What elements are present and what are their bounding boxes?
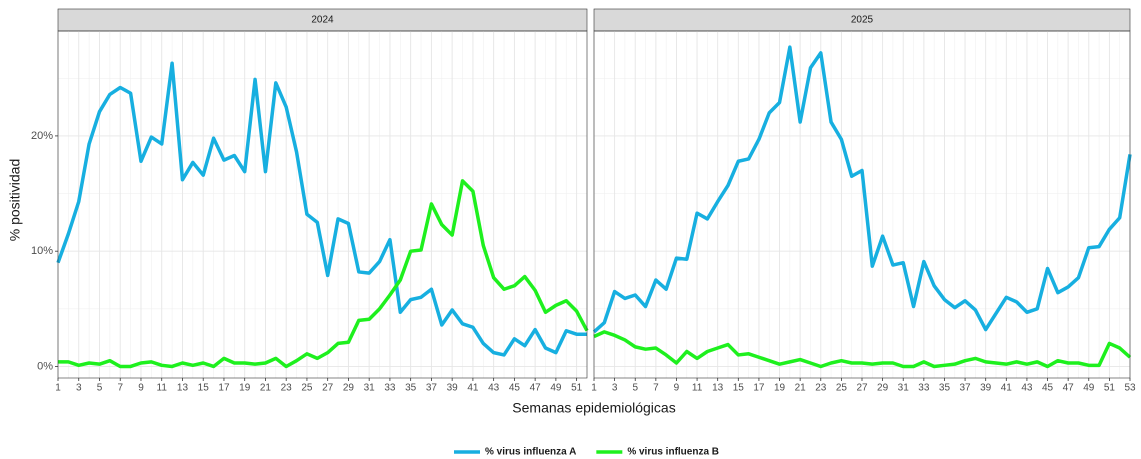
x-tick-label: 27 (856, 383, 868, 394)
x-tick-label: 5 (632, 383, 638, 394)
x-tick-label: 27 (322, 383, 334, 394)
x-tick-label: 5 (97, 383, 103, 394)
x-tick-label: 19 (239, 383, 251, 394)
series-line (592, 45, 1132, 334)
x-tick-label: 37 (960, 383, 972, 394)
series-line (593, 330, 1132, 369)
y-axis-label: % positividad (7, 159, 23, 242)
legend-label: % virus influenza B (627, 447, 719, 458)
x-tick-label: 21 (260, 383, 272, 394)
x-tick-label: 13 (177, 383, 189, 394)
x-tick-label: 33 (918, 383, 930, 394)
x-tick-label: 15 (198, 383, 210, 394)
x-tick-label: 31 (364, 383, 376, 394)
x-tick-label: 49 (550, 383, 562, 394)
series-line (58, 179, 589, 369)
x-tick-label: 23 (281, 383, 293, 394)
x-tick-label: 41 (1001, 383, 1013, 394)
x-tick-label: 35 (939, 383, 951, 394)
x-tick-label: 29 (877, 383, 889, 394)
y-tick-label: 0% (37, 360, 53, 372)
x-tick-label: 7 (653, 383, 659, 394)
panel-border (593, 30, 1131, 379)
x-tick-label: 9 (674, 383, 680, 394)
x-tick-label: 47 (530, 383, 542, 394)
x-tick-label: 43 (488, 383, 500, 394)
x-tick-label: 17 (218, 383, 230, 394)
series-line (56, 61, 587, 357)
facet-title: 2024 (311, 15, 334, 26)
x-axis-label: Semanas epidemiológicas (512, 400, 675, 416)
facet-title: 2025 (851, 15, 874, 26)
x-tick-label: 33 (384, 383, 396, 394)
x-tick-label: 1 (55, 383, 61, 394)
x-tick-label: 39 (980, 383, 992, 394)
x-tick-label: 13 (712, 383, 724, 394)
y-tick-label: 20% (31, 130, 53, 142)
x-tick-label: 31 (898, 383, 910, 394)
x-tick-label: 17 (753, 383, 765, 394)
x-tick-label: 51 (1104, 383, 1116, 394)
x-tick-label: 47 (1063, 383, 1075, 394)
x-tick-label: 25 (301, 383, 313, 394)
x-tick-label: 45 (509, 383, 521, 394)
panel-border (57, 30, 588, 379)
x-tick-label: 35 (405, 383, 417, 394)
x-tick-label: 15 (733, 383, 745, 394)
x-tick-label: 49 (1083, 383, 1095, 394)
y-tick-label: 10% (31, 245, 53, 257)
x-tick-label: 19 (774, 383, 786, 394)
x-tick-label: 25 (836, 383, 848, 394)
x-tick-label: 29 (343, 383, 355, 394)
x-tick-label: 41 (467, 383, 479, 394)
x-tick-label: 9 (138, 383, 144, 394)
x-tick-label: 39 (447, 383, 459, 394)
x-tick-label: 51 (571, 383, 583, 394)
x-tick-label: 45 (1042, 383, 1054, 394)
x-tick-label: 53 (1124, 383, 1136, 394)
x-tick-label: 1 (591, 383, 597, 394)
x-tick-label: 21 (795, 383, 807, 394)
panel-background (58, 31, 587, 378)
x-tick-label: 37 (426, 383, 438, 394)
x-tick-label: 23 (815, 383, 827, 394)
x-tick-label: 43 (1021, 383, 1033, 394)
x-tick-label: 3 (76, 383, 82, 394)
x-tick-label: 11 (692, 383, 703, 394)
x-tick-label: 3 (612, 383, 618, 394)
x-tick-label: 7 (117, 383, 123, 394)
legend-label: % virus influenza A (485, 447, 576, 458)
x-tick-label: 11 (157, 383, 168, 394)
